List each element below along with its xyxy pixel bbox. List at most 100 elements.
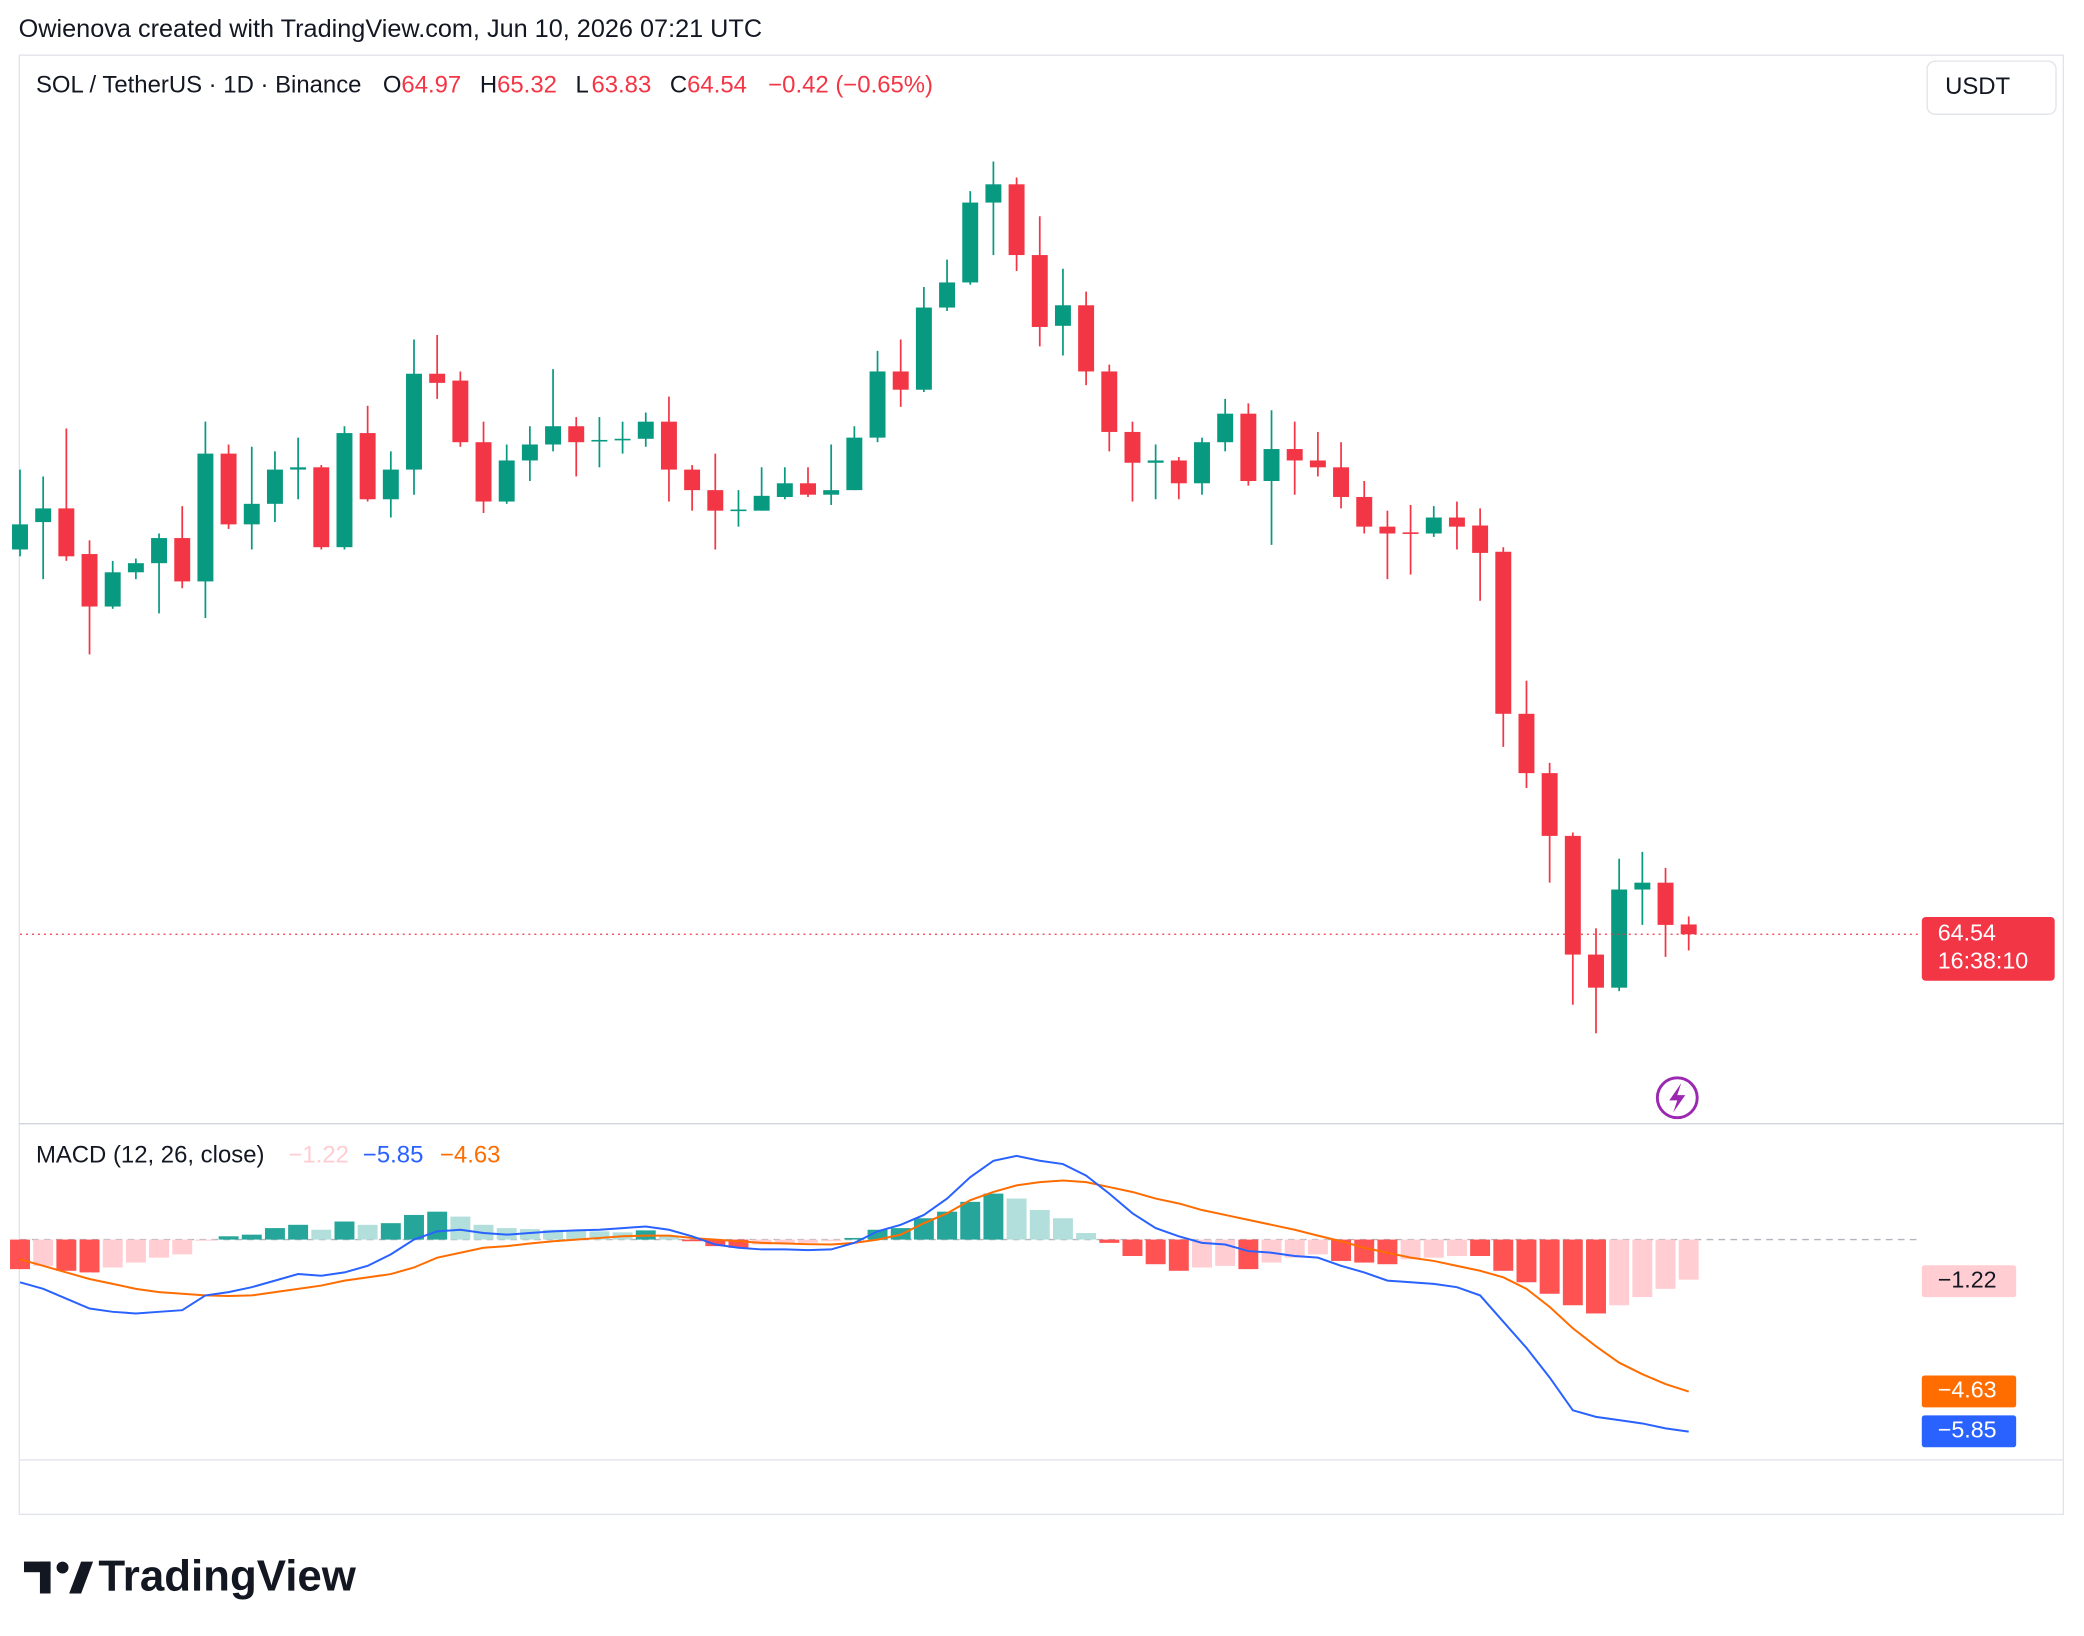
candle-body [1008,184,1025,256]
histogram-bar [1261,1239,1282,1263]
macd-line [19,1154,1689,1433]
histogram-bar [1400,1239,1421,1260]
histogram-bar [241,1234,262,1240]
candle-body [313,467,330,548]
histogram-bar [1539,1239,1560,1294]
candle-body [174,538,191,582]
candle-body [660,421,677,470]
legend-histogram: −1.22 [288,1142,349,1169]
histogram-bar [79,1239,100,1273]
histogram-bar [1423,1239,1444,1258]
candle-body [336,433,353,548]
macd-badge [1921,1415,2017,1448]
candle-body [475,442,492,502]
candle-body [1170,460,1187,484]
histogram-bar [1307,1239,1328,1255]
candle-body [1147,460,1164,463]
legend-key: O [383,72,402,99]
legend-macd: −5.85 [363,1142,424,1169]
candle-body [1541,773,1558,836]
histogram-bar [172,1239,193,1255]
candle-body [35,508,52,523]
candle-body [1402,532,1419,534]
histogram-badge-value: −1.22 [1938,1266,1997,1292]
histogram-bar [1145,1239,1166,1265]
histogram-badge [1921,1265,2017,1298]
histogram-bar [218,1236,239,1240]
currency-label[interactable]: USDT [1945,73,2010,100]
histogram-bar [1493,1239,1514,1271]
histogram-bar [1470,1239,1491,1256]
histogram-bar [1099,1239,1120,1243]
histogram-bar [1516,1239,1537,1283]
candle-body [1263,449,1280,482]
candle-body [591,439,608,442]
candle-body [81,554,98,607]
candle-body [1472,525,1489,553]
histogram-bar [589,1231,610,1240]
alert-icon[interactable] [1655,1076,1699,1120]
candle-body [1680,924,1697,935]
candle-body [545,426,562,445]
histogram-bar [264,1228,285,1240]
histogram-bar [658,1236,679,1240]
candle-body [730,509,747,512]
candle-body [568,426,585,443]
histogram-bar [705,1239,726,1247]
histogram-bar [821,1239,842,1242]
candle-body [1286,449,1303,461]
histogram-bar [1192,1239,1212,1268]
macd-title: MACD (12, 26, close) [36,1142,265,1169]
histogram-bar [798,1239,818,1243]
candle-body [1309,460,1326,468]
histogram-bar [1168,1239,1189,1271]
legend-change: −0.42 (−0.65%) [768,72,933,99]
candle-body [753,495,770,511]
legend-high: 65.32 [497,72,557,99]
histogram-bar [288,1224,309,1240]
candle-body [220,453,237,525]
candle-body [1240,413,1257,482]
candle-body [498,460,515,502]
histogram-bar [195,1239,216,1241]
histogram-bar [1122,1239,1143,1256]
candle-body [1588,954,1604,988]
candle-body [359,433,376,500]
legend-key: L [576,72,589,99]
histogram-bar [149,1239,170,1258]
histogram-bar [1655,1239,1676,1289]
candle-body [1448,517,1465,527]
histogram-bar [1446,1239,1467,1256]
candle-body [915,307,932,390]
candle-body [1425,517,1442,534]
legend-key: H [480,72,497,99]
candle-body [104,572,121,607]
candle-body [846,437,863,491]
histogram-bar [56,1239,77,1271]
candle-body [869,371,886,438]
candle-body [1564,835,1581,955]
histogram-bar [1052,1218,1073,1240]
macd-badge-value: −5.85 [1938,1416,1997,1442]
candle-body [127,563,144,573]
candle-body [1078,305,1095,372]
histogram-bar [566,1230,587,1240]
currency-button[interactable] [1926,60,2057,115]
histogram-bar [1284,1239,1305,1258]
symbol-title: SOL / TetherUS · 1D · Binance [36,72,362,99]
histogram-bar [1609,1239,1630,1306]
signal-badge [1921,1375,2017,1408]
candle-body [637,421,654,439]
candle-body [429,373,446,383]
candle-body [382,469,399,500]
legend-low: 63.83 [591,72,651,99]
candle-body [1379,526,1396,534]
price-badge-value: 64.54 [1938,919,1996,945]
histogram-bar [1006,1198,1027,1240]
histogram-bar [1331,1239,1352,1261]
candle-body [521,444,538,461]
histogram-bar [844,1237,865,1240]
histogram-bar [1076,1233,1097,1240]
candle-body [1657,882,1674,925]
